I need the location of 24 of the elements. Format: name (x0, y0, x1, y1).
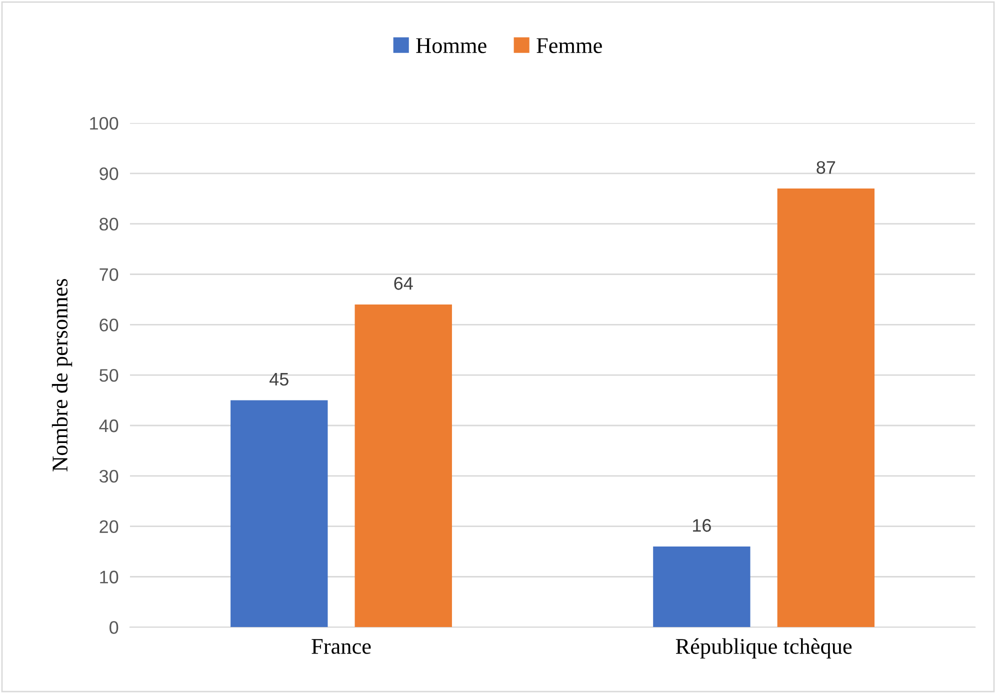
data-label: 16 (693, 519, 711, 532)
y-tick-label: 100 (90, 116, 118, 130)
y-tick-label: 40 (99, 419, 118, 432)
y-tick-label: 10 (100, 570, 118, 584)
bar (653, 546, 750, 628)
data-label: 45 (270, 373, 288, 386)
bar (354, 304, 452, 628)
y-axis-title: Nombre de personnes (52, 279, 72, 472)
y-tick-label: 30 (99, 470, 118, 483)
y-tick-label: 80 (100, 218, 118, 231)
y-tick-label: 20 (100, 520, 118, 534)
y-tick-label: 50 (100, 369, 118, 382)
bar (777, 188, 875, 628)
legend-label: Homme (416, 38, 486, 54)
legend-label: Femme (536, 38, 602, 54)
y-tick-label: 90 (100, 167, 118, 180)
data-label: 87 (816, 161, 836, 174)
x-tick-label: France (312, 639, 371, 654)
y-tick-label: 70 (100, 268, 118, 281)
bar (230, 400, 328, 628)
x-tick-label: République tchèque (676, 638, 852, 658)
y-tick-label: 60 (100, 318, 118, 332)
y-tick-label: 0 (110, 621, 118, 634)
data-label: 64 (394, 277, 413, 290)
